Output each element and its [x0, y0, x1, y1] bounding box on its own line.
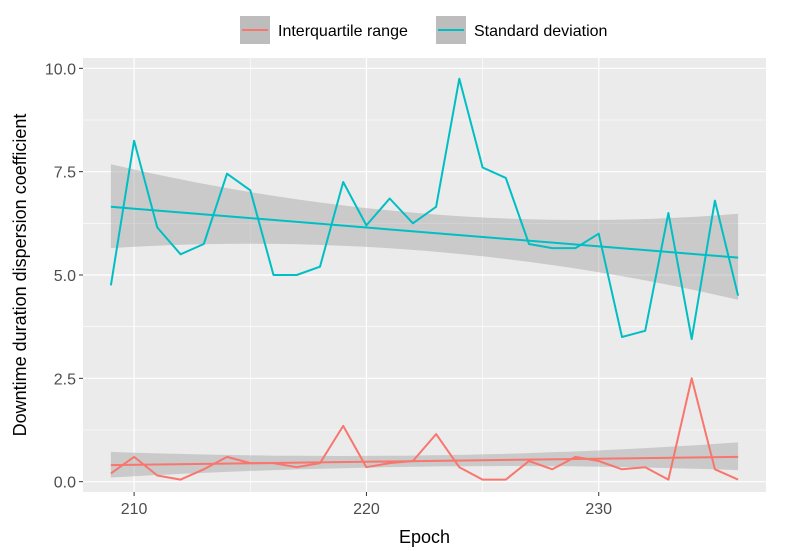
legend-label: Standard deviation — [474, 23, 607, 40]
legend-label: Interquartile range — [278, 23, 408, 40]
y-tick-label: 5.0 — [54, 268, 76, 285]
x-tick-label: 230 — [585, 501, 612, 518]
confidence-band — [110, 442, 739, 478]
x-tick-label: 210 — [121, 501, 148, 518]
trend-line — [110, 455, 739, 467]
trend-line — [110, 205, 739, 259]
grid-lines — [83, 58, 766, 492]
series-line — [109, 77, 740, 341]
y-axis-title: Downtime duration dispersion coefficient — [10, 114, 30, 437]
axes: 0.0 2.5 5.0 7.5 10.0 210 220 230 — [45, 61, 612, 518]
x-axis-title: Epoch — [399, 527, 450, 547]
legend: Interquartile range Standard deviation — [240, 16, 607, 44]
y-tick-label: 2.5 — [54, 371, 76, 388]
trend-lines — [110, 205, 739, 467]
y-tick-label: 7.5 — [54, 165, 76, 182]
x-tick-label: 220 — [353, 501, 380, 518]
y-tick-label: 0.0 — [54, 475, 76, 492]
y-tick-label: 10.0 — [45, 61, 76, 78]
